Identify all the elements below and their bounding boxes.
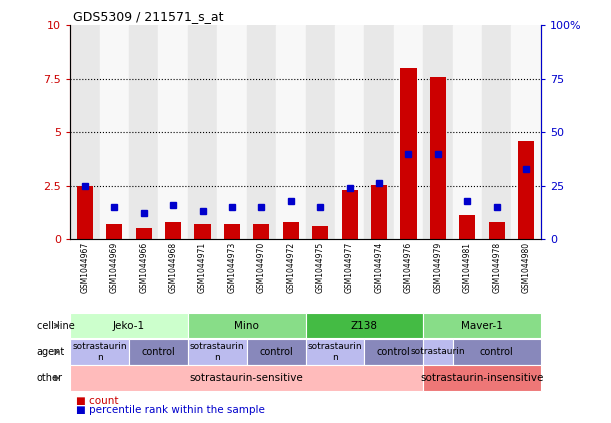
Text: Jeko-1: Jeko-1: [113, 321, 145, 331]
Text: sotrastaurin
n: sotrastaurin n: [307, 342, 362, 362]
Bar: [283, 222, 299, 239]
Text: sotrastaurin-sensitive: sotrastaurin-sensitive: [190, 373, 304, 383]
Bar: [430, 77, 446, 239]
Bar: [106, 224, 122, 239]
Text: Mino: Mino: [234, 321, 259, 331]
Text: sotrastaurin: sotrastaurin: [411, 347, 465, 357]
Bar: [364, 25, 393, 239]
Bar: [312, 226, 328, 239]
Bar: [518, 141, 534, 239]
Text: sotrastaurin
n: sotrastaurin n: [72, 342, 127, 362]
Text: GDS5309 / 211571_s_at: GDS5309 / 211571_s_at: [73, 10, 224, 23]
Bar: [247, 25, 276, 239]
Text: other: other: [37, 373, 63, 383]
Bar: [194, 224, 211, 239]
Bar: [335, 25, 364, 239]
Bar: [165, 222, 181, 239]
Text: control: control: [142, 347, 175, 357]
Text: ■ count: ■ count: [76, 396, 119, 406]
Text: control: control: [377, 347, 411, 357]
Text: agent: agent: [37, 347, 65, 357]
Bar: [224, 224, 240, 239]
Bar: [306, 25, 335, 239]
Bar: [276, 25, 306, 239]
Bar: [100, 25, 129, 239]
Bar: [489, 222, 505, 239]
Bar: [400, 68, 417, 239]
Bar: [342, 190, 357, 239]
Bar: [129, 25, 158, 239]
Bar: [423, 25, 453, 239]
Bar: [254, 224, 269, 239]
Bar: [218, 25, 247, 239]
Bar: [77, 186, 93, 239]
Bar: [453, 25, 482, 239]
Bar: [511, 25, 541, 239]
Text: ■ percentile rank within the sample: ■ percentile rank within the sample: [76, 405, 265, 415]
Text: Z138: Z138: [351, 321, 378, 331]
Bar: [70, 25, 100, 239]
Bar: [188, 25, 218, 239]
Text: Maver-1: Maver-1: [461, 321, 503, 331]
Bar: [136, 228, 152, 239]
Bar: [393, 25, 423, 239]
Text: control: control: [480, 347, 513, 357]
Text: sotrastaurin-insensitive: sotrastaurin-insensitive: [420, 373, 544, 383]
Text: sotrastaurin
n: sotrastaurin n: [190, 342, 244, 362]
Text: cell line: cell line: [37, 321, 75, 331]
Bar: [459, 215, 475, 239]
Bar: [371, 184, 387, 239]
Bar: [482, 25, 511, 239]
Bar: [158, 25, 188, 239]
Text: control: control: [259, 347, 293, 357]
